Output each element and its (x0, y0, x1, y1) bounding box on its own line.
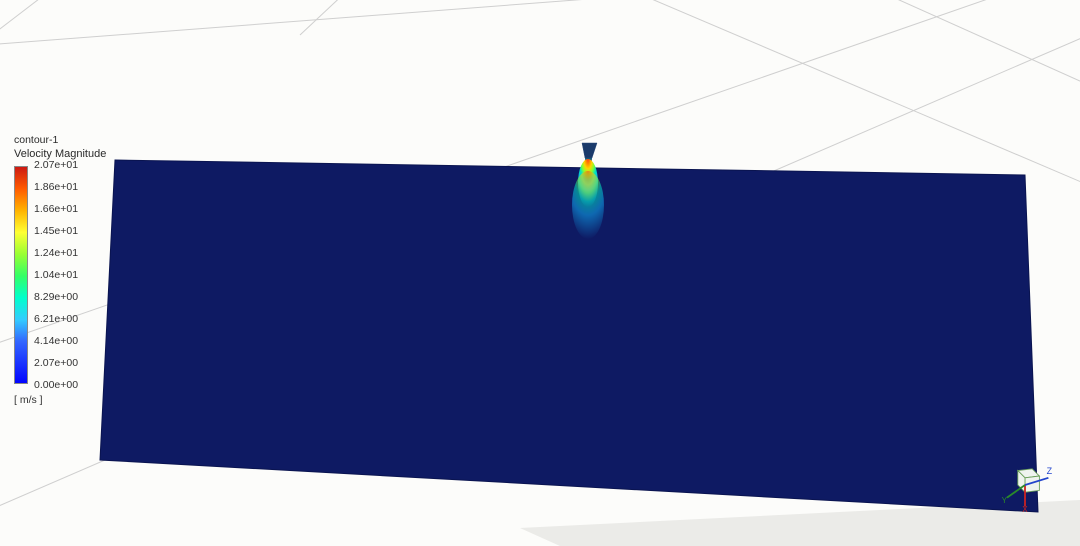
legend: contour-1 Velocity Magnitude 2.07e+011.8… (14, 134, 106, 406)
axis-z-label: Z (1047, 466, 1052, 476)
axis-x-label: X (1022, 505, 1028, 512)
legend-ticks: 2.07e+011.86e+011.66e+011.45e+011.24e+01… (34, 166, 78, 386)
inlet-funnel-top (582, 143, 597, 158)
velocity-plume-tail (572, 171, 604, 239)
axis-y-label: Y (1002, 496, 1008, 505)
legend-title-1: contour-1 (14, 134, 106, 146)
viewport: contour-1 Velocity Magnitude 2.07e+011.8… (0, 0, 1080, 546)
axis-y (1007, 485, 1025, 498)
contour-slab (100, 160, 1038, 512)
orientation-triad[interactable]: Z Y X (998, 458, 1052, 512)
legend-colorbar (14, 166, 28, 384)
legend-unit: [ m/s ] (14, 394, 106, 406)
scene-svg (0, 0, 1080, 546)
